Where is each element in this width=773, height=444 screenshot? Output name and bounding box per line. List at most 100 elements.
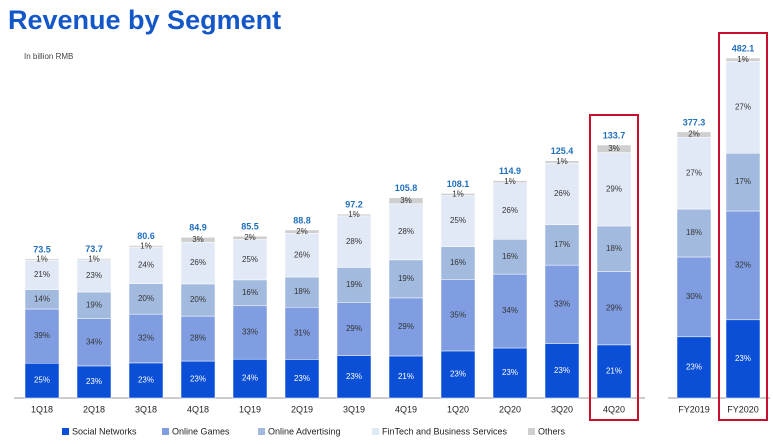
segment-label: 32%	[735, 261, 751, 270]
bar-segment	[596, 144, 632, 153]
bar-segment	[336, 267, 372, 303]
x-tick-label: 2Q20	[499, 404, 521, 414]
segment-label: 19%	[86, 300, 102, 309]
segment-label: 2%	[244, 233, 256, 242]
segment-label: 39%	[34, 331, 50, 340]
bar-segment	[676, 336, 712, 399]
segment-label: 3%	[400, 196, 412, 205]
x-tick-label: 3Q20	[551, 404, 573, 414]
segment-label: 34%	[502, 306, 518, 315]
total-label: 97.2	[345, 199, 363, 209]
segment-label: 1%	[348, 210, 360, 219]
segment-label: 29%	[606, 184, 622, 193]
total-label: 133.7	[603, 130, 626, 140]
segment-label: 3%	[608, 144, 620, 153]
total-label: 88.8	[293, 215, 311, 225]
segment-label: 23%	[686, 363, 702, 372]
bar-segment	[128, 362, 164, 399]
segment-label: 23%	[346, 372, 362, 381]
bar-segment	[440, 193, 476, 196]
bar-segment	[76, 365, 112, 399]
legend-label: Others	[538, 426, 566, 436]
bar-segment	[180, 360, 216, 399]
bar-segment	[24, 362, 60, 399]
bar-segment	[725, 57, 761, 62]
bar-segment	[284, 276, 320, 308]
segment-label: 26%	[190, 258, 206, 267]
segment-label: 16%	[450, 258, 466, 267]
segment-label: 29%	[606, 303, 622, 312]
bar-segment	[388, 203, 424, 261]
bar-segment	[284, 307, 320, 360]
segment-label: 2%	[296, 227, 308, 236]
x-tick-label: 2Q19	[291, 404, 313, 414]
x-tick-label: 2Q18	[83, 404, 105, 414]
x-tick-label: FY2019	[678, 404, 710, 414]
segment-label: 19%	[398, 274, 414, 283]
bar-segment	[284, 359, 320, 399]
highlight-box	[718, 32, 768, 421]
segment-label: 33%	[554, 299, 570, 308]
segment-label: 26%	[294, 250, 310, 259]
bar-segment	[388, 297, 424, 357]
bar-segment	[128, 246, 164, 284]
legend-swatch	[162, 428, 169, 435]
segment-label: 26%	[554, 189, 570, 198]
bar-segment	[180, 237, 216, 243]
bar-segment	[128, 283, 164, 315]
segment-label: 33%	[242, 328, 258, 337]
segment-label: 16%	[242, 288, 258, 297]
segment-label: 25%	[450, 216, 466, 225]
segment-label: 30%	[686, 292, 702, 301]
total-label: 125.4	[551, 146, 574, 156]
segment-label: 1%	[88, 254, 100, 263]
x-tick-label: 4Q18	[187, 404, 209, 414]
total-label: 73.7	[85, 244, 103, 254]
total-label: 105.8	[395, 183, 418, 193]
bar-segment	[492, 180, 528, 183]
segment-label: 24%	[242, 374, 258, 383]
segment-label: 27%	[735, 102, 751, 111]
segment-label: 23%	[138, 376, 154, 385]
segment-label: 32%	[138, 334, 154, 343]
segment-label: 16%	[502, 252, 518, 261]
legend-label: Online Games	[172, 426, 230, 436]
x-tick-label: 3Q19	[343, 404, 365, 414]
total-label: 114.9	[499, 166, 521, 176]
bar-segment	[544, 264, 580, 344]
bar-segment	[388, 197, 424, 205]
chart-title: Revenue by Segment	[8, 5, 281, 35]
bar-segment	[440, 195, 476, 247]
segment-label: 28%	[398, 227, 414, 236]
bar-segment	[232, 235, 268, 240]
highlight-box	[589, 114, 639, 421]
bar-segment	[76, 318, 112, 367]
bar-segment	[232, 305, 268, 360]
total-label: 84.9	[189, 223, 207, 233]
bar-segment	[76, 291, 112, 319]
segment-label: 23%	[554, 366, 570, 375]
legend-label: Online Advertising	[268, 426, 341, 436]
bar-segment	[725, 210, 761, 321]
segment-label: 24%	[138, 260, 154, 269]
legend-label: Social Networks	[72, 426, 137, 436]
segment-label: 17%	[735, 177, 751, 186]
x-tick-label: 3Q18	[135, 404, 157, 414]
bar-segment	[544, 224, 580, 266]
segment-label: 20%	[138, 294, 154, 303]
bar-segment	[284, 229, 320, 234]
segment-label: 26%	[502, 206, 518, 215]
bar-segment	[24, 258, 60, 261]
bar-segment	[676, 208, 712, 258]
segment-label: 25%	[242, 255, 258, 264]
bar-segment	[232, 358, 268, 399]
segment-label: 29%	[346, 324, 362, 333]
segment-label: 23%	[450, 370, 466, 379]
segment-label: 1%	[504, 177, 516, 186]
segment-label: 18%	[606, 244, 622, 253]
segment-label: 21%	[398, 372, 414, 381]
total-label: 482.1	[732, 43, 755, 53]
legend-swatch	[528, 428, 535, 435]
